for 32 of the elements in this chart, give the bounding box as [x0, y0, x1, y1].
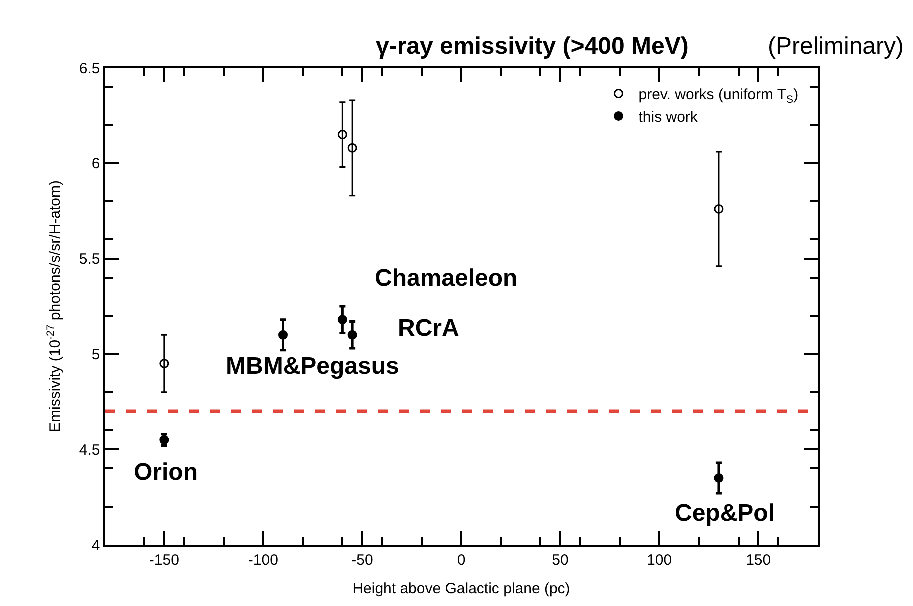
y-tick-label: 4	[92, 537, 100, 554]
y-tick-label: 4.5	[79, 442, 100, 459]
annotation: RCrA	[398, 315, 460, 342]
point	[348, 330, 358, 340]
point	[348, 143, 358, 153]
y-tick-label: 5.5	[79, 251, 100, 268]
point	[338, 315, 348, 325]
point	[714, 204, 724, 214]
annotation: Chamaeleon	[375, 265, 518, 292]
point	[160, 435, 170, 445]
legend-label: this work	[638, 109, 698, 126]
chart-title: γ-ray emissivity (>400 MeV)	[376, 33, 689, 60]
y-tick-label: 6	[92, 156, 100, 173]
annotation: Orion	[134, 459, 198, 486]
x-tick-label: -100	[248, 552, 278, 569]
legend-label: prev. works (uniform T$_{S}$)	[638, 86, 799, 106]
point	[278, 330, 288, 340]
x-tick-label: 100	[647, 552, 672, 569]
point	[338, 130, 348, 140]
chart-subtitle: (Preliminary)	[768, 33, 904, 60]
x-tick-label: 50	[552, 552, 569, 569]
y-tick-label: 6.5	[79, 60, 100, 78]
x-tick-label: 150	[746, 552, 772, 569]
x-tick-label: -50	[352, 552, 374, 569]
x-tick-label: 0	[457, 552, 466, 569]
x-tick-label: -150	[149, 552, 180, 569]
annotation: MBM&Pegasus	[226, 353, 400, 380]
x-axis-title: Height above Galactic plane (pc)	[352, 580, 570, 598]
point	[160, 358, 170, 368]
point	[714, 473, 724, 483]
y-tick-label: 5	[92, 346, 100, 364]
annotation: Cep&Pol	[675, 500, 776, 527]
